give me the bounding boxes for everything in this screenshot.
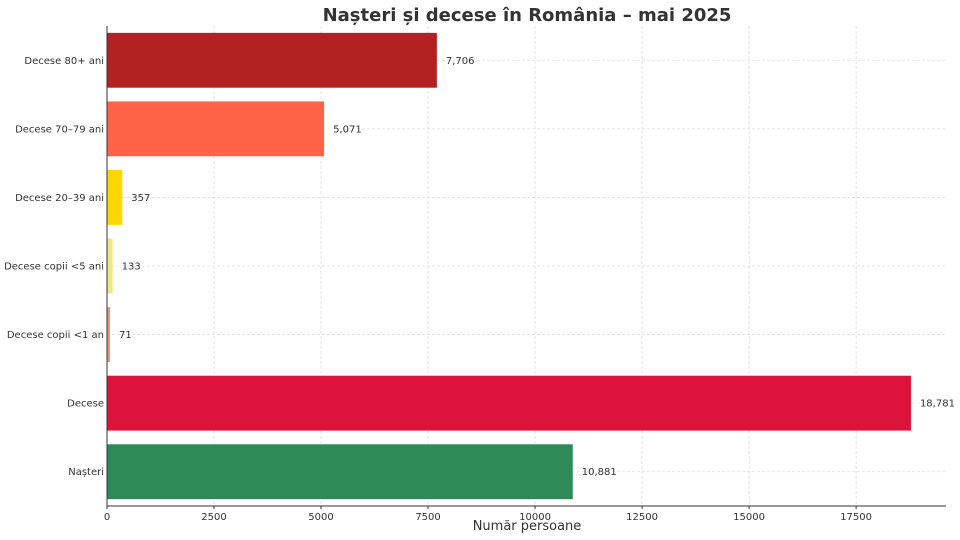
x-tick-label: 2500: [201, 512, 226, 523]
x-tick-label: 0: [104, 512, 110, 523]
category-label: Decese 80+ ani: [24, 56, 104, 67]
bar: [107, 307, 111, 362]
data-label: 10,881: [582, 467, 617, 478]
data-labels: 7,706 5,071 357 133 71 18,781 10,881: [119, 56, 955, 478]
data-label: 18,781: [920, 399, 955, 410]
bar: [107, 238, 113, 294]
category-label: Decese 70–79 ani: [15, 124, 104, 135]
category-label: Nașteri: [68, 467, 104, 478]
x-tick-label: 15000: [733, 512, 765, 523]
data-label: 133: [122, 262, 141, 273]
x-tick-label: 7500: [415, 512, 440, 523]
category-label: Decese: [67, 399, 104, 410]
bar: [107, 101, 325, 157]
data-label: 71: [119, 330, 132, 341]
x-tick-label: 17500: [840, 512, 872, 523]
bar: [107, 32, 437, 88]
category-label: Decese 20–39 ani: [15, 193, 104, 204]
category-label: Decese copii <5 ani: [4, 262, 104, 273]
chart-title: Nașteri și decese în România – mai 2025: [323, 5, 732, 26]
bar: [107, 170, 123, 225]
bar: [107, 444, 573, 500]
data-label: 5,071: [333, 124, 362, 135]
data-label: 357: [131, 193, 150, 204]
x-tick-label: 5000: [308, 512, 333, 523]
bar: [107, 375, 911, 431]
data-label: 7,706: [446, 56, 475, 67]
category-label: Decese copii <1 an: [7, 330, 104, 341]
category-labels: Decese 80+ ani Decese 70–79 ani Decese 20–…: [4, 56, 104, 478]
x-tick-label: 10000: [519, 512, 551, 523]
bars: [107, 32, 911, 500]
x-axis-label: Număr persoane: [473, 519, 582, 534]
grid-lines: [106, 26, 946, 506]
x-tick-label: 12500: [626, 512, 658, 523]
